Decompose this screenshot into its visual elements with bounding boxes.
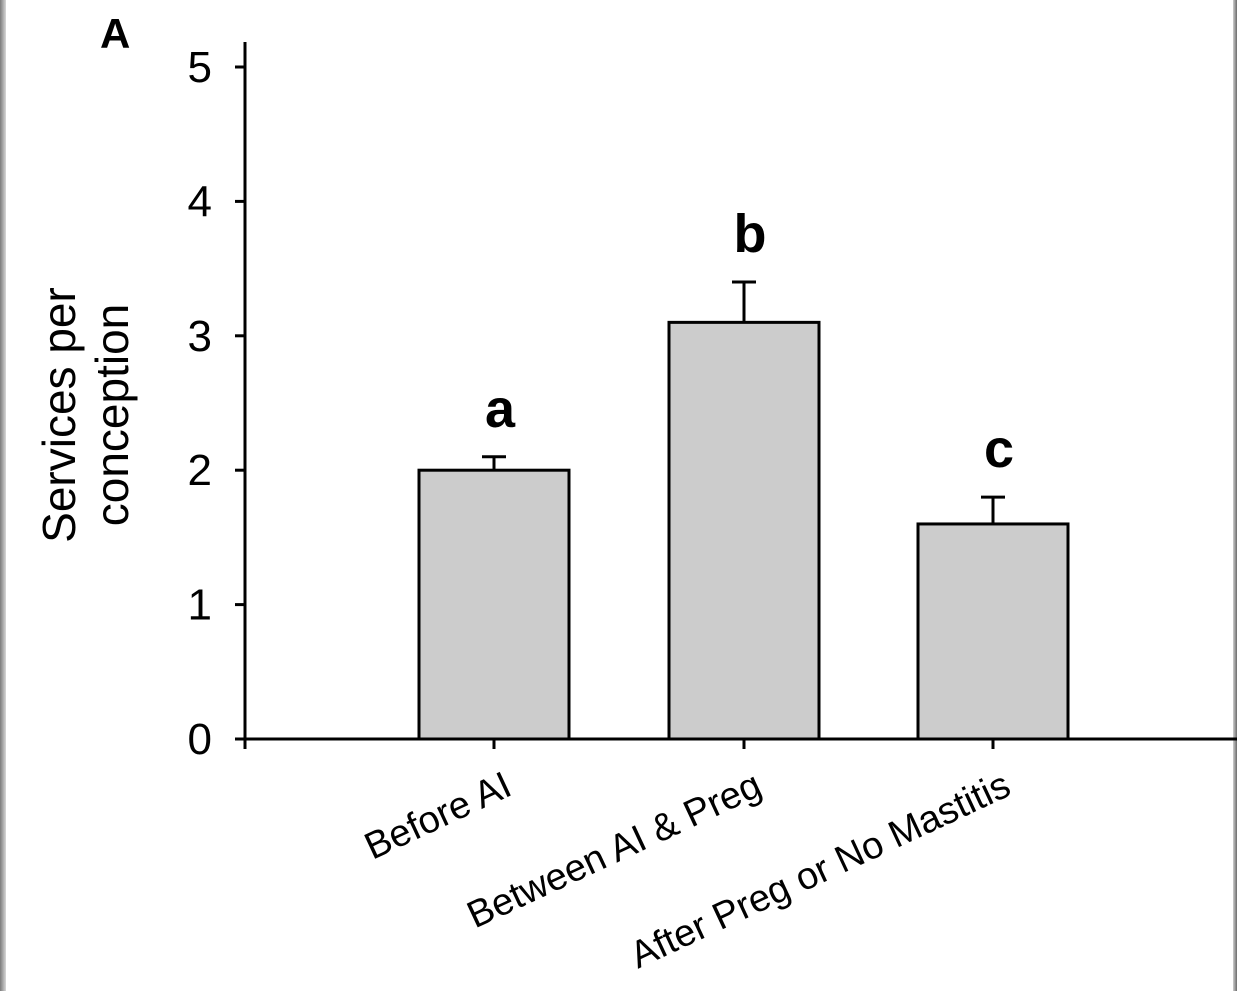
bars: a b c — [417, 204, 1070, 741]
y-tick-label: 4 — [188, 177, 212, 226]
x-category-label: Before AI — [358, 764, 517, 868]
y-tick-label: 5 — [188, 43, 212, 92]
panel-label: A — [100, 10, 130, 57]
y-tick-label: 1 — [188, 581, 212, 630]
significance-letter: b — [734, 204, 767, 264]
left-border — [0, 0, 6, 991]
y-axis-ticks: 0 1 2 3 4 5 — [188, 43, 245, 764]
y-tick-label: 2 — [188, 446, 212, 495]
bar — [916, 522, 1070, 741]
y-axis-label-line1: Services per — [33, 287, 85, 543]
bar — [667, 320, 821, 741]
y-axis-label-line2: conception — [86, 304, 138, 527]
right-border — [1233, 0, 1237, 991]
significance-letter: a — [485, 379, 516, 439]
significance-letter: c — [984, 419, 1014, 479]
y-tick-label: 0 — [188, 715, 212, 764]
y-tick-label: 3 — [188, 312, 212, 361]
bar — [417, 468, 571, 741]
